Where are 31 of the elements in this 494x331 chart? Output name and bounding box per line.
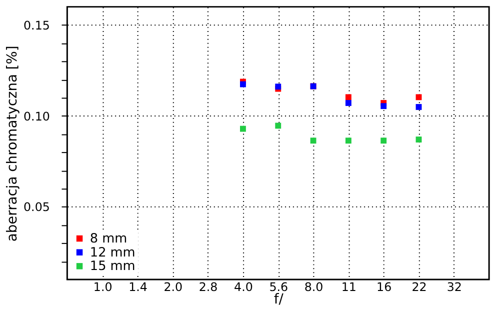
x-tick-label: 4.0 (234, 280, 253, 294)
point (416, 104, 422, 110)
point (240, 126, 246, 132)
y-tick-label: 0.10 (24, 109, 50, 124)
point (275, 122, 282, 129)
y-axis-title: aberracja chromatyczna [%] (4, 46, 21, 242)
point (240, 81, 246, 88)
x-tick-label: 32 (446, 280, 462, 294)
x-tick-label: 1.0 (93, 280, 112, 294)
point (416, 136, 422, 142)
point (380, 103, 387, 110)
x-tick-label: 22 (412, 280, 427, 294)
legend-label: 8 mm (90, 231, 128, 246)
x-tick-label: 5.6 (269, 280, 288, 294)
point (345, 94, 352, 100)
legend-label: 12 mm (90, 245, 136, 260)
x-tick-label: 2.8 (198, 280, 218, 294)
y-tick-label: 0.15 (24, 18, 50, 32)
point (345, 138, 352, 144)
x-tick-label: 11 (341, 280, 356, 294)
x-axis-title: f/ (274, 292, 284, 308)
y-tick-label: 0.05 (24, 200, 50, 214)
point (416, 94, 422, 100)
x-tick-label: 16 (376, 280, 392, 294)
x-tick-label: 8.0 (304, 280, 324, 294)
point (380, 138, 387, 144)
point (310, 138, 316, 144)
point (345, 100, 352, 106)
legend-label: 15 mm (90, 259, 136, 274)
x-tick-label: 2.0 (164, 280, 183, 294)
x-tick-label: 1.4 (128, 280, 148, 294)
